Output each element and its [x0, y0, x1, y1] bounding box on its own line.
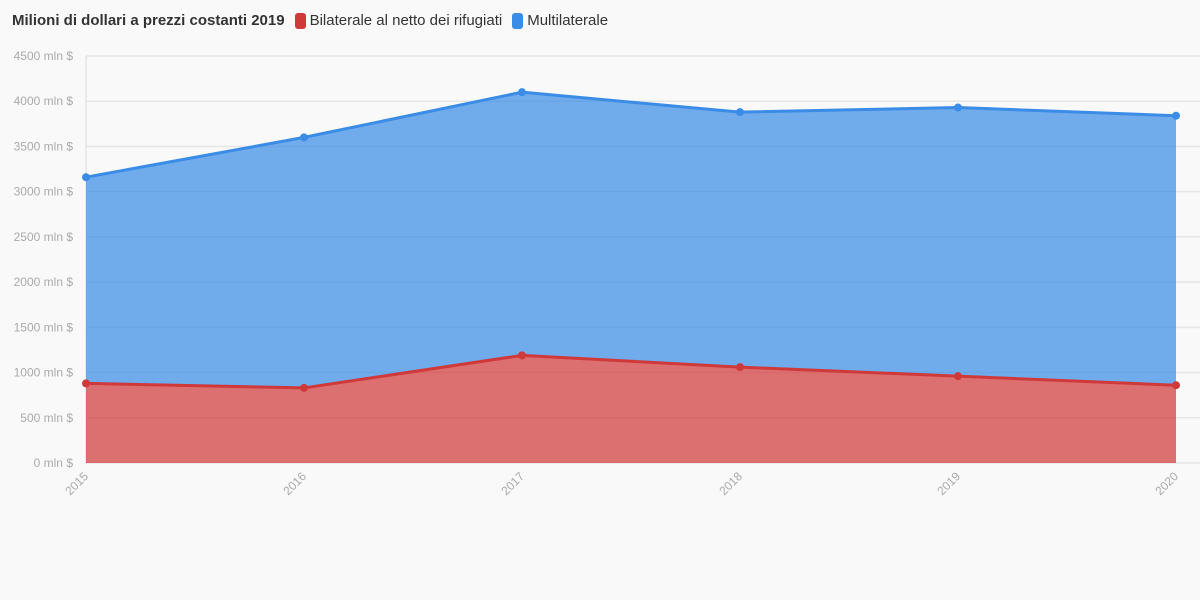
data-point-bilaterale	[300, 383, 308, 392]
data-point-bilaterale	[954, 372, 962, 381]
legend-label-bilaterale: Bilaterale al netto dei rifugiati	[309, 12, 503, 29]
legend-swatch-multilaterale	[512, 12, 524, 29]
data-point-bilaterale	[736, 363, 744, 372]
legend-item-bilaterale[interactable]: Bilaterale al netto dei rifugiati	[294, 12, 503, 29]
chart-title: Milioni di dollari a prezzi costanti 201…	[12, 12, 285, 29]
data-point-multilaterale	[954, 103, 962, 112]
data-point-bilaterale	[518, 351, 526, 360]
data-point-multilaterale	[1172, 111, 1180, 120]
series-line-bilaterale	[85, 353, 1177, 390]
data-point-multilaterale	[736, 108, 744, 117]
legend-swatch-bilaterale	[294, 12, 306, 29]
legend-label-multilaterale: Multilaterale	[527, 12, 609, 29]
x-tick-label: 2019	[934, 469, 963, 498]
x-tick-label: 2020	[1152, 469, 1181, 498]
series-line-multilaterale	[85, 90, 1177, 179]
area-multilaterale	[86, 92, 1176, 388]
y-tick-label: 4000 mln $	[14, 94, 74, 108]
legend-item-multilaterale[interactable]: Multilaterale	[512, 12, 608, 29]
data-point-multilaterale	[518, 88, 526, 97]
y-tick-label: 2500 mln $	[14, 230, 74, 244]
y-tick-label: 3500 mln $	[14, 139, 74, 153]
x-tick-label: 2016	[280, 469, 309, 498]
chart-legend: Milioni di dollari a prezzi costanti 201…	[12, 12, 608, 29]
x-tick-label: 2017	[498, 469, 527, 498]
y-tick-label: 1000 mln $	[14, 366, 74, 380]
area-bilaterale	[86, 355, 1176, 463]
y-tick-label: 1500 mln $	[14, 320, 74, 334]
x-tick-label: 2015	[62, 469, 91, 498]
y-tick-label: 4500 mln $	[14, 49, 74, 63]
data-point-bilaterale	[82, 379, 90, 388]
y-tick-label: 3000 mln $	[14, 185, 74, 199]
x-tick-label: 2018	[716, 469, 745, 498]
y-tick-label: 2000 mln $	[14, 275, 74, 289]
data-point-multilaterale	[82, 173, 90, 182]
data-point-multilaterale	[300, 133, 308, 142]
y-tick-label: 500 mln $	[20, 411, 73, 425]
y-tick-label: 0 mln $	[34, 456, 74, 470]
data-point-bilaterale	[1172, 381, 1180, 390]
